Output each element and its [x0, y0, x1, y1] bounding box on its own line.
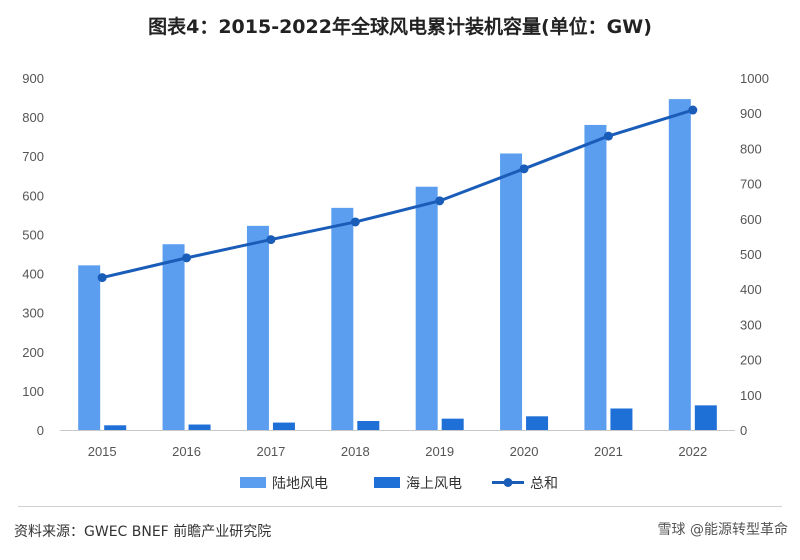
- x-tick-label-3: 2018: [341, 444, 370, 459]
- left-tick-label-6: 600: [22, 188, 44, 203]
- total-point-2019: [435, 196, 445, 206]
- total-point-2017: [266, 235, 276, 245]
- left-tick-label-7: 700: [22, 149, 44, 164]
- left-tick-label-3: 300: [22, 306, 44, 321]
- bar-series: [78, 99, 717, 431]
- legend-label-onshore: 陆地风电: [272, 476, 328, 492]
- right-y-axis: 0 100 200 300 400 500 600 700 800 900 1000: [740, 71, 769, 438]
- x-tick-label-4: 2019: [425, 444, 454, 459]
- total-point-2016: [182, 253, 192, 263]
- left-tick-label-8: 800: [22, 110, 44, 125]
- bar-onshore-2022: [668, 99, 691, 431]
- bar-onshore-2021: [584, 124, 607, 430]
- bar-offshore-2016: [188, 424, 211, 430]
- total-line-path: [101, 108, 694, 280]
- right-tick-label-5: 500: [740, 247, 762, 262]
- x-tick-label-1: 2016: [172, 444, 201, 459]
- bar-offshore-2020: [526, 416, 549, 430]
- bar-offshore-2022: [694, 405, 717, 430]
- left-y-axis: 0 100 200 300 400 500 600 700 800 900: [22, 71, 44, 438]
- total-point-2015: [97, 273, 107, 283]
- legend-label-offshore: 海上风电: [406, 476, 462, 492]
- wind-capacity-chart: 0 100 200 300 400 500 600 700 800 900 0 100 200 300 4…: [22, 71, 769, 492]
- x-tick-label-6: 2021: [594, 444, 623, 459]
- x-tick-label-0: 2015: [88, 444, 117, 459]
- right-tick-label-1: 100: [740, 388, 762, 403]
- bar-offshore-2017: [272, 422, 295, 430]
- right-tick-label-7: 700: [740, 177, 762, 192]
- bar-onshore-2015: [78, 265, 101, 430]
- total-point-2020: [519, 164, 529, 174]
- bar-onshore-2017: [246, 225, 269, 430]
- right-tick-label-3: 300: [740, 317, 762, 332]
- total-point-2018: [350, 217, 360, 227]
- legend-swatch-onshore: [240, 477, 266, 488]
- footer-divider: [18, 506, 782, 507]
- total-line-series: [97, 105, 698, 283]
- left-tick-label-0: 0: [37, 423, 44, 438]
- left-tick-label-4: 400: [22, 267, 44, 282]
- bar-offshore-2021: [610, 408, 633, 430]
- x-tick-label-5: 2020: [510, 444, 539, 459]
- right-tick-label-2: 200: [740, 353, 762, 368]
- right-tick-label-0: 0: [740, 423, 747, 438]
- right-tick-label-8: 800: [740, 141, 762, 156]
- chart-title: 图表4：2015-2022年全球风电累计装机容量(单位：GW): [148, 16, 652, 38]
- bar-offshore-2018: [357, 421, 380, 430]
- right-tick-label-4: 400: [740, 282, 762, 297]
- total-point-2021: [603, 131, 613, 141]
- bar-offshore-2015: [104, 425, 127, 430]
- right-tick-label-9: 900: [740, 106, 762, 121]
- total-point-2022: [688, 105, 698, 115]
- left-tick-label-9: 900: [22, 71, 44, 86]
- right-tick-label-10: 1000: [740, 71, 769, 86]
- source-note: 资料来源：GWEC BNEF 前瞻产业研究院: [14, 524, 272, 540]
- left-tick-label-5: 500: [22, 227, 44, 242]
- legend: 陆地风电 海上风电 总和: [240, 476, 558, 492]
- right-tick-label-6: 600: [740, 212, 762, 227]
- bar-onshore-2019: [415, 186, 438, 430]
- x-axis: 2015 2016 2017 2018 2019 2020 2021 2022: [60, 430, 735, 459]
- bar-onshore-2018: [331, 207, 354, 430]
- x-tick-label-7: 2022: [678, 444, 707, 459]
- left-tick-label-2: 200: [22, 345, 44, 360]
- legend-label-total: 总和: [530, 476, 558, 492]
- bar-onshore-2016: [162, 244, 185, 430]
- watermark-text: 雪球 @能源转型革命: [657, 522, 788, 538]
- bar-onshore-2020: [500, 153, 523, 431]
- bar-offshore-2019: [441, 418, 464, 430]
- legend-swatch-offshore: [374, 477, 400, 488]
- legend-marker-total: [503, 478, 513, 487]
- x-tick-label-2: 2017: [256, 444, 285, 459]
- left-tick-label-1: 100: [22, 384, 44, 399]
